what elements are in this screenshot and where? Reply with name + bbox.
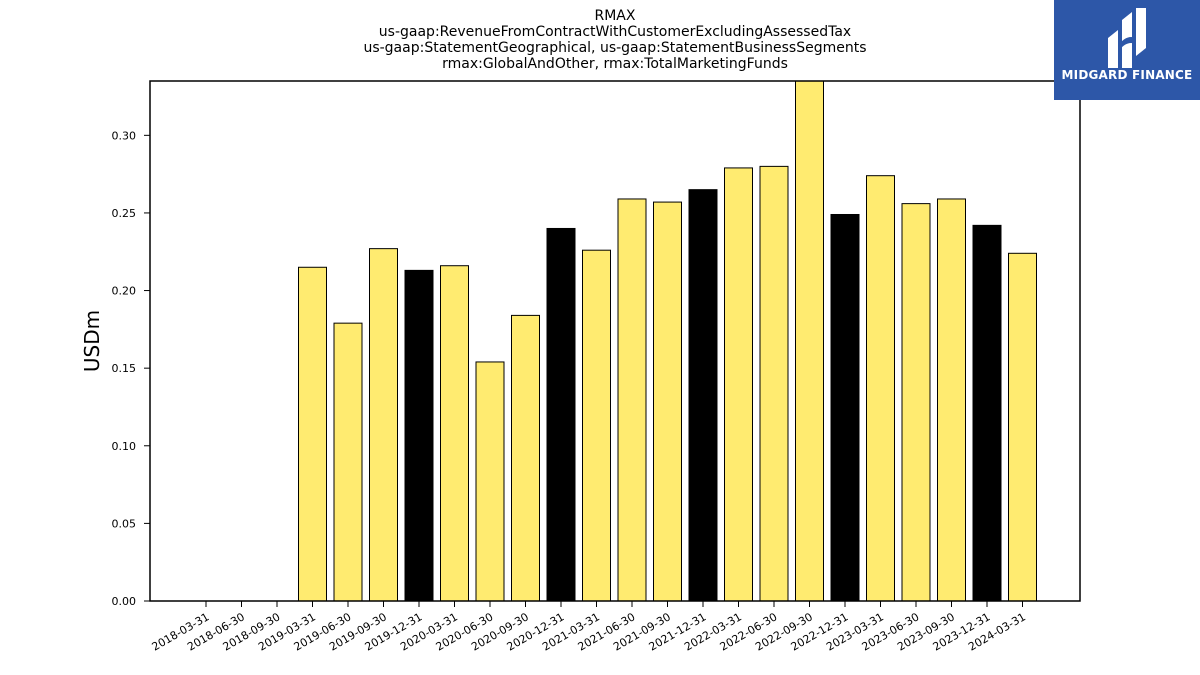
chart-title-line: us-gaap:StatementGeographical, us-gaap:S… xyxy=(363,40,866,56)
y-tick-label: 0.05 xyxy=(112,517,137,530)
y-tick-label: 0.30 xyxy=(112,129,137,142)
bar-2024-03-31 xyxy=(1008,252,1037,602)
bar-2023-12-31 xyxy=(972,224,1002,602)
x-axis-ticks: 2018-03-312018-06-302018-09-302019-03-31… xyxy=(150,601,1028,654)
chart-title-line: RMAX xyxy=(595,8,636,24)
bar-2022-09-30 xyxy=(795,80,824,602)
bar-2020-06-30 xyxy=(475,361,505,602)
bar-2019-03-31 xyxy=(298,266,327,602)
bar-2020-09-30 xyxy=(511,314,540,602)
chart-title: RMAXus-gaap:RevenueFromContractWithCusto… xyxy=(363,8,866,72)
bar-2021-03-31 xyxy=(582,249,611,602)
midgard-logo-icon xyxy=(1108,8,1146,68)
bar-2023-06-30 xyxy=(901,203,931,602)
bar-2023-03-31 xyxy=(866,175,895,602)
y-tick-label: 0.00 xyxy=(112,595,137,608)
bar-2021-06-30 xyxy=(617,198,647,602)
bar-2019-09-30 xyxy=(369,248,398,602)
bar-2021-12-31 xyxy=(688,189,718,602)
bar-2022-03-31 xyxy=(724,167,753,602)
logo-text: MIDGARD FINANCE xyxy=(1061,68,1193,82)
logo-badge: MIDGARD FINANCE xyxy=(1054,0,1200,100)
bar-2021-09-30 xyxy=(653,201,682,602)
y-tick-label: 0.25 xyxy=(112,207,137,220)
y-tick-label: 0.20 xyxy=(112,285,137,298)
bar-2020-03-31 xyxy=(440,265,469,602)
plot-frame xyxy=(149,80,1081,602)
bar-2019-06-30 xyxy=(333,322,363,602)
y-axis-ticks: 0.00 0.05 0.10 0.15 0.20 0.25 0.30 xyxy=(112,129,150,608)
bar-2019-12-31 xyxy=(404,269,434,602)
chart-title-line: rmax:GlobalAndOther, rmax:TotalMarketing… xyxy=(442,56,788,72)
y-tick-label: 0.10 xyxy=(112,440,137,453)
y-axis-label: USDm xyxy=(80,310,104,372)
y-tick-label: 0.15 xyxy=(112,362,137,375)
bar-2020-12-31 xyxy=(546,227,576,602)
bar-2023-09-30 xyxy=(937,198,966,602)
bars xyxy=(298,80,1037,602)
chart-title-line: us-gaap:RevenueFromContractWithCustomerE… xyxy=(379,24,851,40)
bar-2022-12-31 xyxy=(830,213,860,602)
bar-2022-06-30 xyxy=(759,165,789,602)
